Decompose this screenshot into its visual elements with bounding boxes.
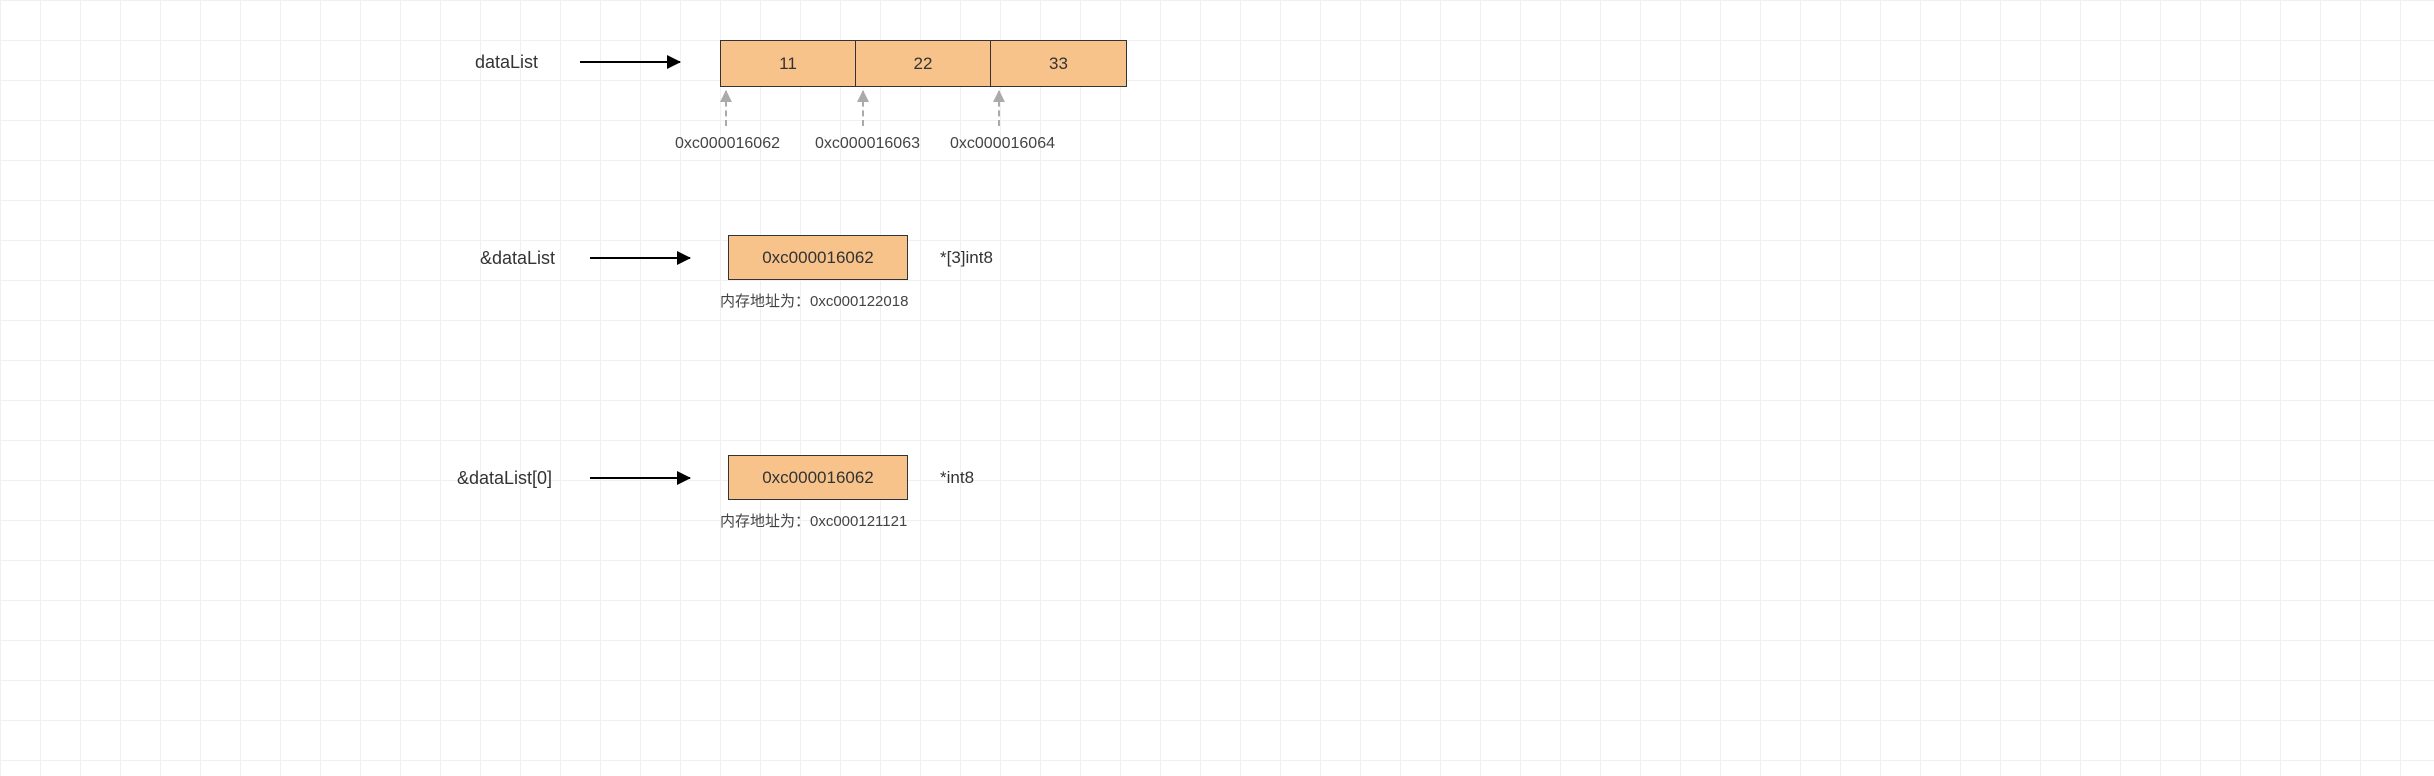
addr-elem0-arrow	[590, 477, 690, 479]
addr-arrow-0	[725, 91, 727, 126]
array-cell-1: 22	[856, 41, 991, 86]
datalist-arrow	[580, 61, 680, 63]
array-cell-2: 33	[991, 41, 1126, 86]
addr-datalist-label: &dataList	[480, 248, 555, 269]
addr-label-2: 0xc000016064	[950, 135, 1055, 153]
addr-label-0: 0xc000016062	[675, 135, 780, 153]
addr-arrow-1	[862, 91, 864, 126]
addr-arrow-2	[998, 91, 1000, 126]
addr-datalist-caption: 内存地址为：0xc000122018	[720, 290, 908, 311]
addr-datalist-type: *[3]int8	[940, 248, 993, 268]
addr-elem0-type: *int8	[940, 468, 974, 488]
addr-elem0-box: 0xc000016062	[728, 455, 908, 500]
addr-elem0-caption: 内存地址为：0xc000121121	[720, 510, 907, 531]
datalist-label: dataList	[475, 52, 538, 73]
array-container: 11 22 33	[720, 40, 1127, 87]
addr-datalist-arrow	[590, 257, 690, 259]
array-cell-0: 11	[721, 41, 856, 86]
addr-label-1: 0xc000016063	[815, 135, 920, 153]
addr-elem0-label: &dataList[0]	[457, 468, 552, 489]
addr-datalist-box: 0xc000016062	[728, 235, 908, 280]
